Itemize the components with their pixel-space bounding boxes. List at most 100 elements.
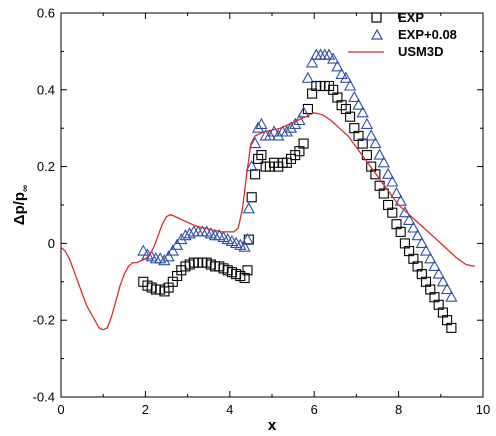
exp-point bbox=[302, 103, 313, 115]
exp-offset-point bbox=[179, 229, 192, 241]
exp-offset-point bbox=[284, 121, 298, 133]
exp-offset-point bbox=[348, 90, 361, 103]
exp-offset-point bbox=[440, 282, 454, 295]
legend-label-exp: EXP bbox=[398, 10, 424, 25]
y-axis-title: Δp/p∞ bbox=[11, 185, 31, 225]
exp-offset-point bbox=[390, 186, 403, 199]
exp-offset-point bbox=[297, 106, 310, 118]
exp-offset-point bbox=[166, 244, 179, 256]
exp-offset-point bbox=[242, 202, 255, 214]
exp-offset-point bbox=[263, 129, 277, 141]
exp-point bbox=[345, 111, 356, 122]
exp-offset-point bbox=[301, 71, 315, 83]
exp-point bbox=[395, 226, 406, 237]
exp-offset-point bbox=[158, 254, 171, 266]
series-exp-0-08 bbox=[137, 48, 458, 302]
exp-offset-point bbox=[241, 232, 254, 245]
exp-offset-point bbox=[432, 267, 445, 279]
exp-offset-point bbox=[331, 60, 344, 72]
y-tick-label: -0.2 bbox=[33, 313, 55, 328]
x-tick-label: 2 bbox=[142, 402, 149, 417]
exp-offset-point bbox=[251, 121, 265, 133]
legend-marker-exp bbox=[371, 12, 382, 23]
ticks-layer: 0 2 4 6 8 10 -0.4 -0.2 0 0.2 0.4 0.6 bbox=[33, 6, 491, 418]
exp-offset-point bbox=[170, 238, 184, 250]
y-tick-label: -0.4 bbox=[33, 390, 55, 405]
exp-offset-point bbox=[365, 129, 378, 141]
exp-offset-point bbox=[360, 117, 374, 129]
exp-offset-point bbox=[407, 221, 420, 233]
exp-offset-point bbox=[327, 52, 340, 64]
exp-offset-point bbox=[267, 125, 281, 137]
exp-offset-point bbox=[245, 159, 258, 172]
exp-offset-point bbox=[356, 106, 369, 118]
series-usm3d bbox=[60, 112, 475, 331]
y-tick-label: 0 bbox=[48, 236, 55, 251]
exp-offset-point bbox=[183, 227, 196, 239]
exp-offset-point bbox=[428, 259, 441, 271]
exp-point bbox=[250, 169, 261, 180]
exp-point bbox=[446, 322, 457, 333]
exp-point bbox=[370, 169, 381, 180]
x-axis-title: x bbox=[268, 417, 277, 434]
x-tick-label: 4 bbox=[226, 402, 233, 417]
exp-offset-point bbox=[402, 213, 416, 225]
y-tick-label: 0.2 bbox=[37, 159, 55, 174]
y-axis-title-main: Δp/p bbox=[11, 192, 28, 225]
legend-marker-exp-offset bbox=[370, 28, 384, 40]
exp-offset-point bbox=[293, 113, 306, 126]
exp-offset-point bbox=[394, 194, 407, 206]
exp-point bbox=[242, 265, 253, 276]
x-tick-label: 8 bbox=[395, 402, 402, 417]
plot-frame bbox=[60, 12, 484, 398]
exp-offset-point bbox=[424, 252, 437, 264]
series-exp bbox=[138, 80, 457, 333]
exp-offset-point bbox=[162, 250, 175, 262]
exp-offset-point bbox=[373, 148, 386, 160]
exp-offset-point bbox=[377, 156, 390, 168]
exp-offset-point bbox=[445, 290, 458, 302]
series-layer bbox=[60, 48, 475, 333]
exp-point bbox=[387, 207, 398, 218]
exp-offset-point bbox=[352, 98, 365, 110]
legend-label-usm3d: USM3D bbox=[398, 44, 444, 59]
exp-offset-point bbox=[137, 244, 150, 256]
exp-offset-point bbox=[272, 129, 285, 141]
exp-point bbox=[256, 150, 267, 161]
exp-offset-point bbox=[255, 117, 268, 129]
usm3d-line bbox=[60, 112, 475, 331]
exp-offset-point bbox=[339, 71, 353, 83]
y-axis-title-sub: ∞ bbox=[20, 185, 31, 192]
exp-offset-point bbox=[248, 136, 262, 149]
exp-offset-point bbox=[415, 236, 428, 248]
exp-point bbox=[246, 192, 257, 203]
exp-point bbox=[357, 138, 368, 149]
exp-offset-point bbox=[398, 206, 412, 218]
exp-offset-point bbox=[419, 244, 433, 256]
exp-point bbox=[298, 138, 309, 149]
x-tick-label: 6 bbox=[311, 402, 318, 417]
exp-offset-point bbox=[335, 67, 348, 79]
exp-offset-point bbox=[411, 229, 424, 241]
x-tick-label: 10 bbox=[476, 402, 490, 417]
exp-offset-point bbox=[175, 232, 188, 245]
exp-offset-point bbox=[369, 136, 382, 149]
exp-offset-point bbox=[280, 125, 293, 137]
exp-offset-point bbox=[289, 117, 302, 129]
x-tick-label: 0 bbox=[57, 402, 64, 417]
legend: EXP EXP+0.08 USM3D bbox=[348, 10, 457, 59]
exp-offset-point bbox=[322, 48, 336, 60]
y-tick-label: 0.6 bbox=[37, 6, 55, 21]
exp-point bbox=[239, 272, 250, 284]
exp-offset-point bbox=[381, 167, 395, 179]
legend-label-exp-offset: EXP+0.08 bbox=[398, 27, 457, 42]
exp-offset-point bbox=[305, 56, 319, 68]
exp-point bbox=[253, 153, 264, 164]
exp-offset-point bbox=[386, 175, 399, 187]
exp-offset-point bbox=[436, 275, 450, 287]
exp-offset-point bbox=[238, 240, 251, 252]
y-tick-label: 0.4 bbox=[37, 82, 55, 97]
exp-point bbox=[378, 188, 389, 199]
